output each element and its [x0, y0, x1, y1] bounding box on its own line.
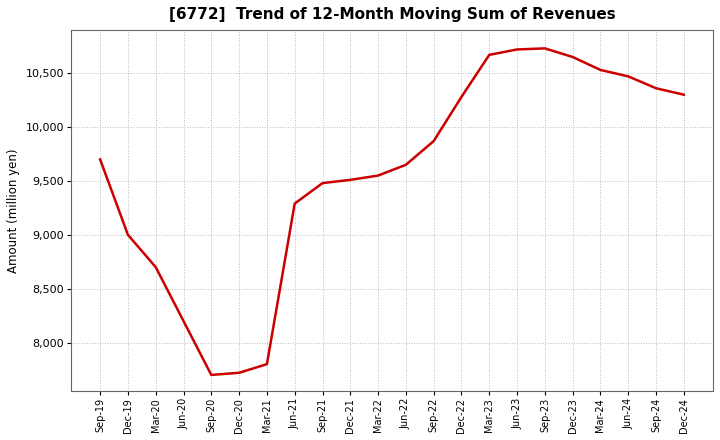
- Title: [6772]  Trend of 12-Month Moving Sum of Revenues: [6772] Trend of 12-Month Moving Sum of R…: [168, 7, 616, 22]
- Y-axis label: Amount (million yen): Amount (million yen): [7, 148, 20, 273]
